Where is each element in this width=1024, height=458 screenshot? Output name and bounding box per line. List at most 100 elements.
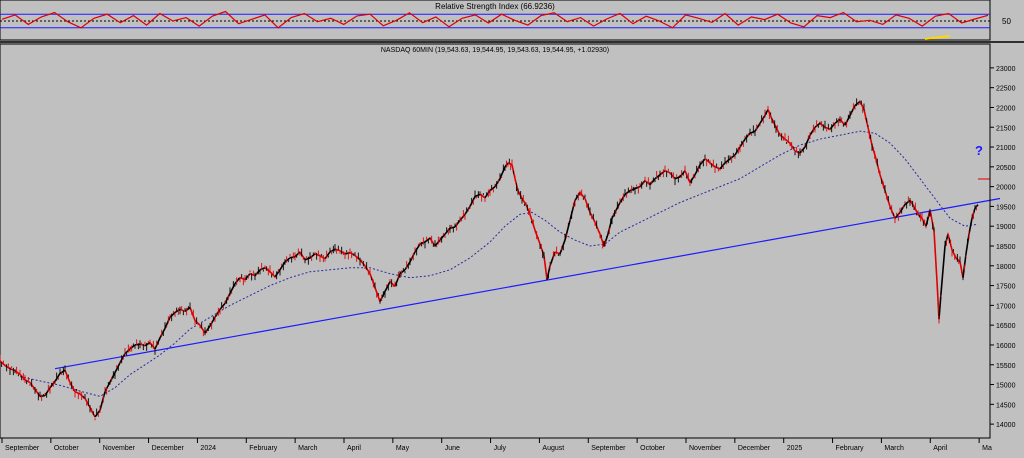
price-segment — [539, 243, 545, 257]
y-tick-label: 21500 — [996, 125, 1016, 132]
price-segment — [489, 185, 496, 192]
price-segment — [611, 210, 617, 219]
price-segment — [844, 115, 851, 126]
price-segment — [521, 198, 527, 205]
price-segment — [529, 214, 536, 231]
price-segment — [369, 273, 376, 288]
price-segment — [959, 261, 964, 278]
y-tick-label: 14000 — [996, 422, 1016, 429]
price-segment — [674, 175, 681, 180]
price-segment — [204, 325, 211, 334]
price-segment — [104, 381, 111, 393]
price-segment — [569, 200, 576, 221]
price-segment — [279, 261, 286, 271]
price-segment — [174, 308, 181, 314]
price-segment — [359, 259, 366, 267]
price-segment — [719, 162, 726, 170]
price-segment — [564, 220, 571, 241]
support-trendline — [54, 197, 1001, 370]
rsi-series-layer — [0, 10, 990, 40]
price-segment — [854, 100, 861, 107]
price-segment — [525, 204, 531, 215]
price-segment — [24, 379, 31, 384]
price-segment — [634, 185, 641, 190]
price-segment — [429, 237, 436, 247]
price-segment — [534, 229, 541, 245]
price-segment — [709, 162, 716, 168]
x-tick-label: May — [396, 445, 410, 452]
price-segment — [694, 164, 701, 176]
x-tick-label: November — [103, 445, 136, 452]
price-segment — [629, 187, 636, 192]
x-tick-label: April — [933, 445, 947, 452]
price-segment — [584, 198, 591, 213]
y-tick-label: 17500 — [996, 284, 1016, 291]
price-segment — [942, 245, 946, 270]
price-segment — [79, 393, 86, 399]
price-segment — [434, 239, 441, 247]
price-segment — [334, 248, 341, 252]
price-segment — [899, 204, 906, 213]
y-tick-label: 20000 — [996, 185, 1016, 192]
price-segment — [459, 213, 466, 221]
price-segment — [779, 134, 786, 140]
y-tick-label: 14500 — [996, 402, 1016, 409]
price-segment — [409, 251, 416, 263]
x-tick-label: March — [884, 445, 904, 452]
trendline-layer — [54, 197, 1001, 370]
y-tick-label: 22000 — [996, 105, 1016, 112]
price-segment — [84, 398, 91, 408]
price-segment — [384, 281, 391, 292]
y-tick-label: 16000 — [996, 343, 1016, 350]
x-tick-label: Ma — [982, 445, 992, 452]
price-segment — [554, 251, 561, 255]
price-segment — [299, 251, 306, 261]
y-tick-label: 15500 — [996, 363, 1016, 370]
price-segment — [269, 271, 276, 278]
price-segment — [419, 241, 426, 245]
rsi-level-label: 50 — [1002, 17, 1011, 26]
price-segment — [239, 276, 246, 281]
price-segment — [729, 154, 736, 160]
price-segment — [339, 250, 346, 255]
price-segment — [44, 387, 51, 397]
x-tick-label: February — [249, 445, 278, 452]
price-segment — [799, 146, 806, 154]
price-segment — [744, 132, 751, 140]
price-segment — [404, 261, 411, 271]
price-segment — [734, 146, 741, 156]
price-segment — [863, 109, 869, 128]
price-segment — [809, 126, 816, 136]
price-segment — [684, 170, 691, 183]
price-segment — [224, 293, 231, 304]
price-segment — [689, 174, 696, 184]
price-segment — [599, 233, 605, 247]
price-segment — [559, 239, 566, 255]
price-segment — [259, 267, 266, 271]
x-tick-label: March — [298, 445, 318, 452]
price-segment — [739, 138, 746, 148]
price-segment — [871, 144, 877, 160]
question-annotation: ? — [975, 143, 983, 158]
price-segment — [784, 138, 791, 144]
price-segment — [936, 281, 940, 320]
price-segment — [849, 105, 856, 116]
x-tick-label: February — [836, 445, 865, 452]
rsi-line — [1, 10, 989, 29]
price-segment — [714, 166, 721, 170]
price-panel: NASDAQ 60MIN (19,543.63, 19,544.95, 19,5… — [0, 43, 1016, 452]
price-segment — [704, 158, 711, 164]
price-segment — [149, 342, 156, 350]
price-segment — [951, 249, 957, 259]
price-segment — [304, 257, 311, 261]
price-segment — [169, 311, 176, 318]
price-segment — [364, 265, 371, 275]
price-segment — [449, 226, 456, 229]
price-segment — [619, 194, 626, 203]
price-segment — [159, 327, 166, 339]
price-y-axis: 14000 14500 15000 15500 16000 16500 17000 17500… — [989, 44, 1016, 438]
y-tick-label: 17000 — [996, 303, 1016, 310]
price-segment — [940, 269, 944, 294]
price-segment — [124, 348, 131, 355]
